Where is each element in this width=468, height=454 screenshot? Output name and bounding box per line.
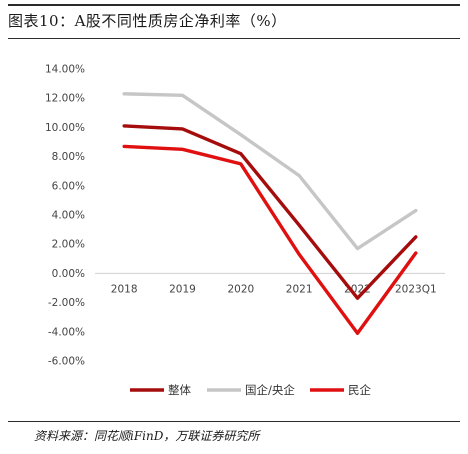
legend: 整体 国企/央企 民企 — [130, 383, 371, 397]
y-tick-label: 8.00% — [52, 151, 85, 163]
series-line-overall — [122, 124, 418, 300]
y-tick-label: 10.00% — [45, 122, 85, 134]
x-tick-label: 2020 — [227, 283, 254, 295]
x-tick-label: 2021 — [286, 283, 313, 295]
y-tick-label: -6.00% — [48, 356, 85, 368]
legend-label: 民企 — [348, 383, 371, 397]
series-line-soe — [122, 92, 418, 251]
chart-title: 图表10：A股不同性质房企净利率（%） — [8, 12, 287, 30]
y-tick-label: 14.00% — [45, 64, 85, 76]
x-tick-label: 2023Q1 — [395, 283, 437, 295]
y-tick-label: 12.00% — [45, 93, 85, 105]
bottom-rule — [8, 421, 460, 422]
y-tick-label: 4.00% — [52, 210, 85, 222]
x-tick-label: 2019 — [169, 283, 196, 295]
legend-label: 整体 — [168, 383, 191, 397]
series-line-private — [122, 144, 418, 335]
series-lines — [122, 92, 418, 335]
top-rule — [8, 4, 460, 6]
y-axis-ticks: 14.00% 12.00% 10.00% 8.00% 6.00% 4.00% 2.00% 0.… — [45, 64, 85, 368]
y-tick-label: 0.00% — [52, 268, 85, 280]
line-chart: 14.00% 12.00% 10.00% 8.00% 6.00% 4.00% 2.00% 0.… — [45, 64, 445, 397]
y-tick-label: -2.00% — [48, 297, 85, 309]
y-tick-label: 6.00% — [52, 180, 85, 192]
title-rule — [8, 38, 460, 39]
source-note: 资料来源：同花顺iFinD，万联证券研究所 — [34, 429, 260, 443]
y-tick-label: 2.00% — [52, 239, 85, 251]
y-tick-label: -4.00% — [48, 326, 85, 338]
x-tick-label: 2018 — [111, 283, 138, 295]
legend-label: 国企/央企 — [245, 383, 295, 397]
